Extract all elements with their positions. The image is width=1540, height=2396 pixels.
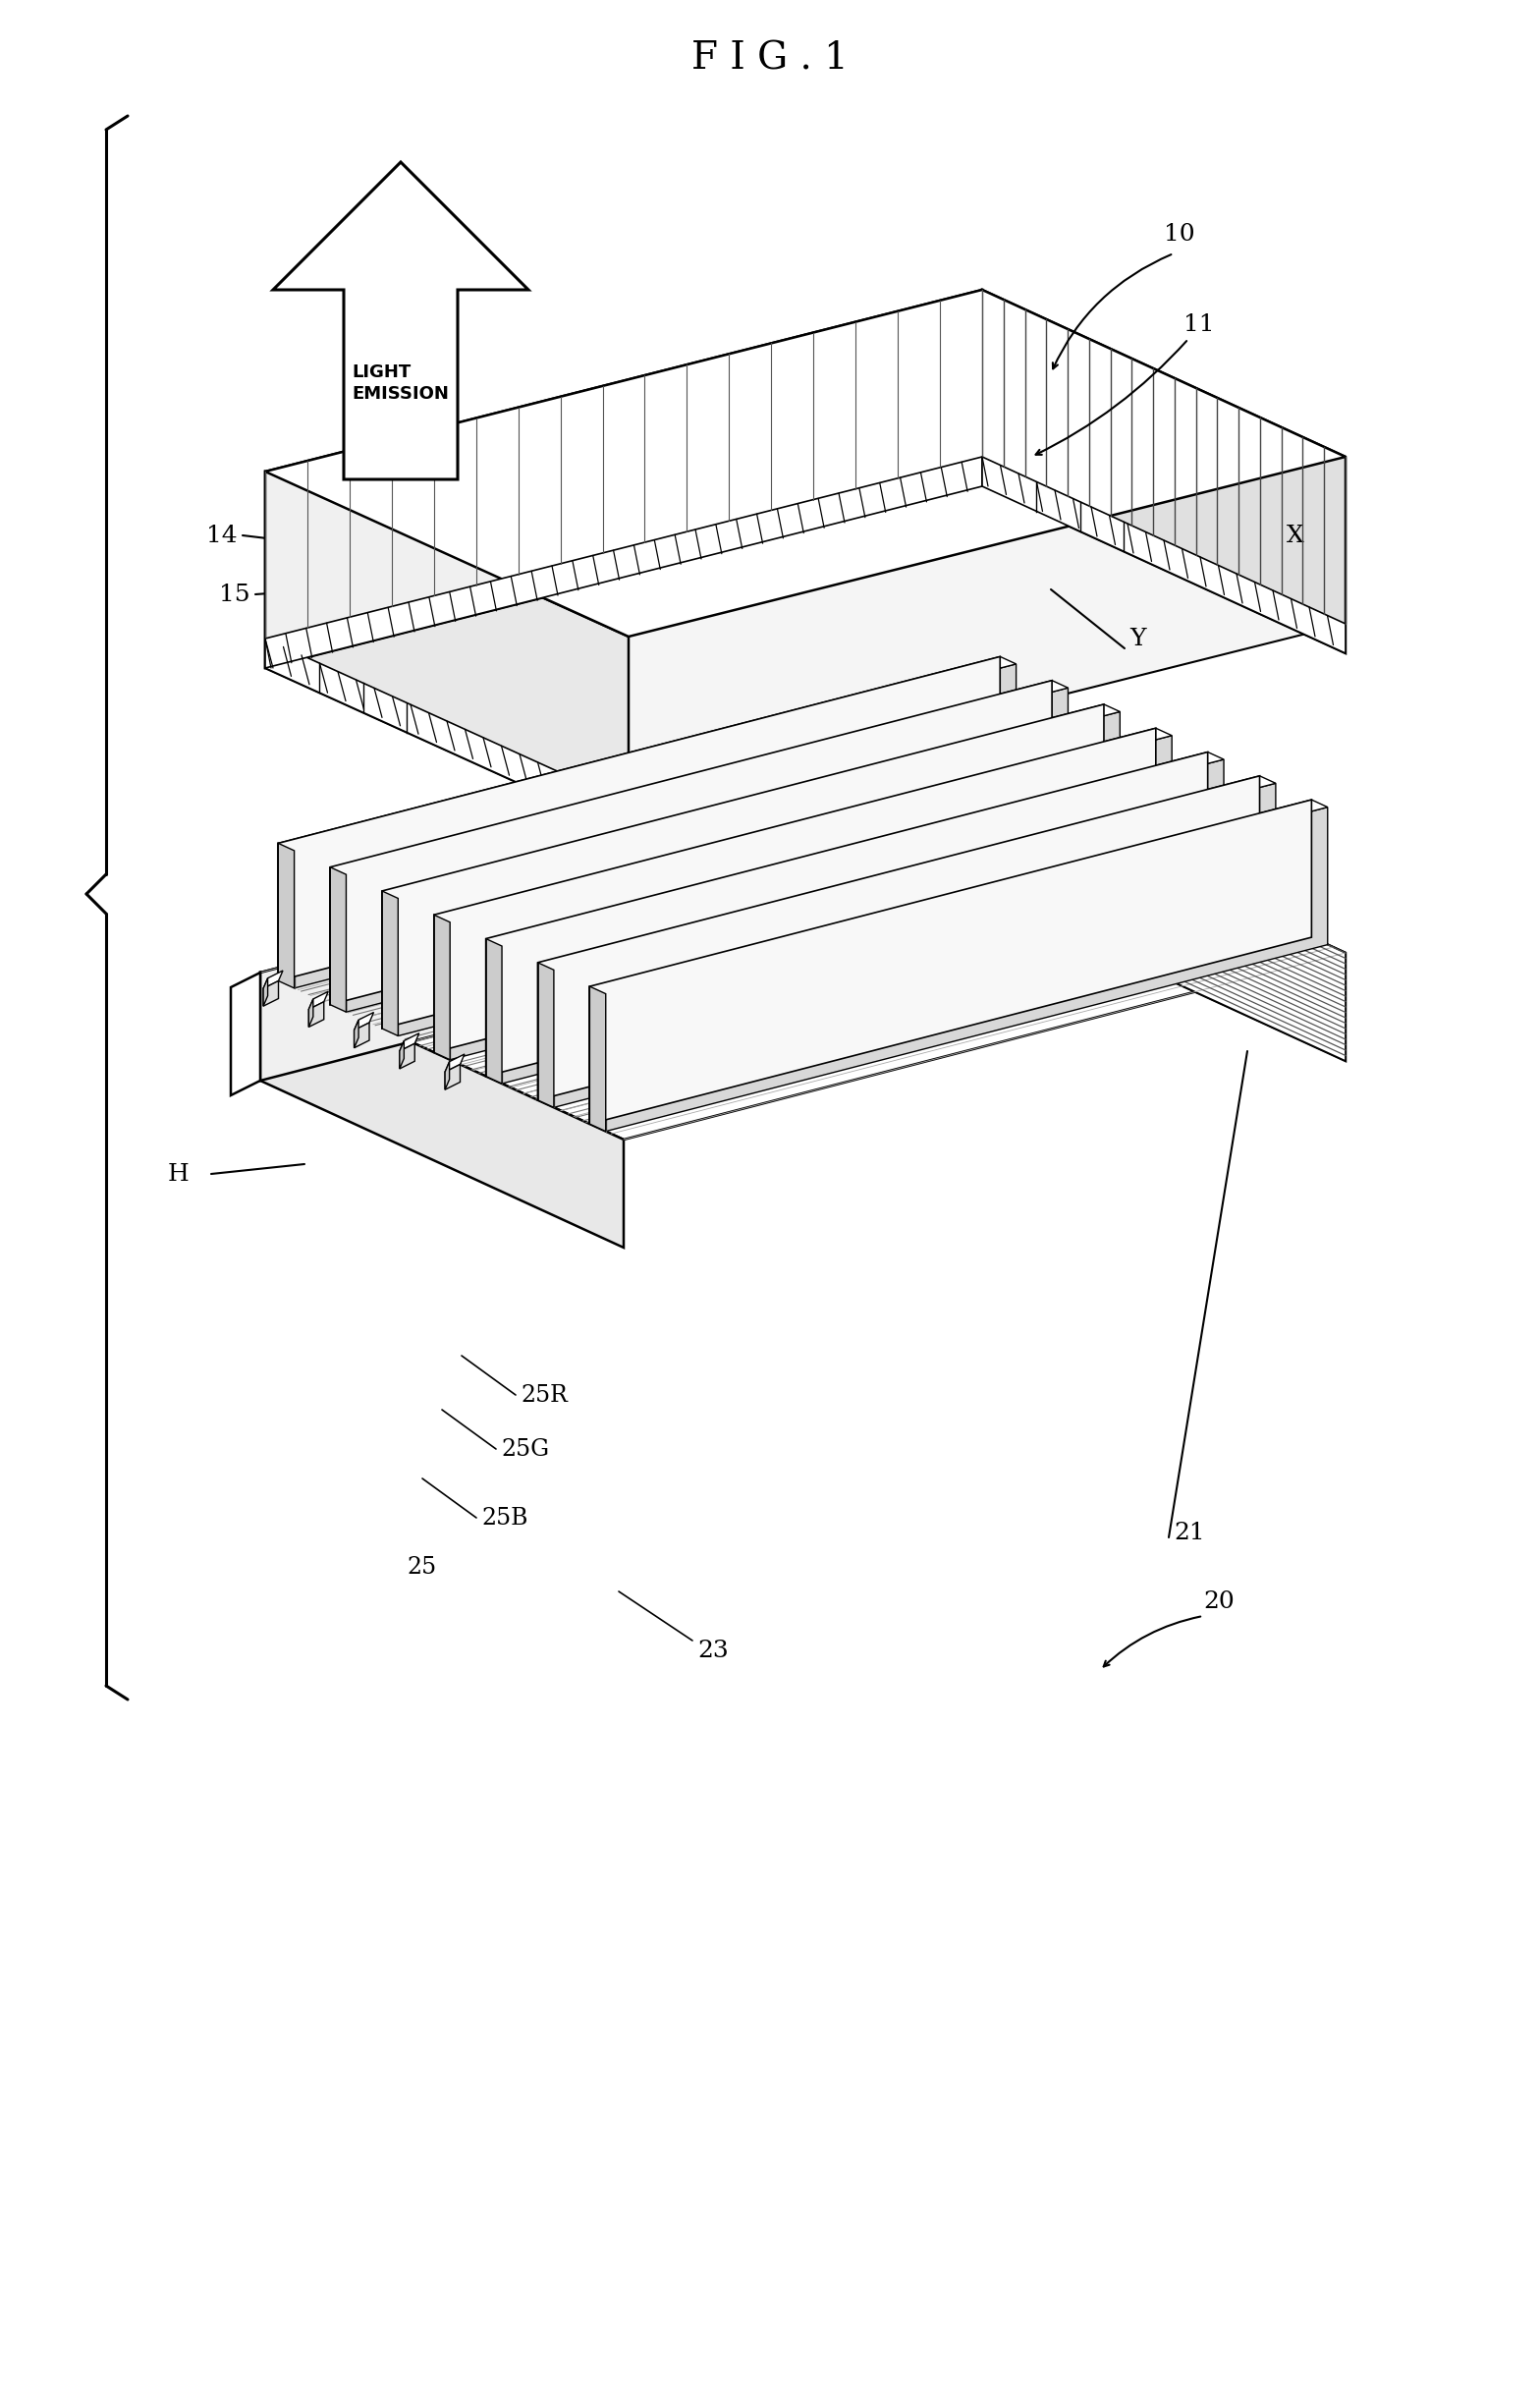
- Polygon shape: [983, 786, 1346, 1061]
- Text: 15: 15: [219, 582, 251, 606]
- Polygon shape: [445, 1054, 465, 1071]
- Polygon shape: [983, 290, 1346, 654]
- Polygon shape: [260, 973, 624, 1248]
- Polygon shape: [231, 973, 260, 1095]
- Polygon shape: [330, 680, 1052, 1004]
- Polygon shape: [445, 1061, 450, 1090]
- Polygon shape: [382, 891, 397, 1035]
- Polygon shape: [502, 760, 1224, 1083]
- Text: 25G: 25G: [500, 1438, 550, 1459]
- Polygon shape: [308, 1002, 323, 1028]
- Text: 14: 14: [206, 525, 237, 546]
- Text: Y: Y: [1129, 628, 1146, 649]
- Polygon shape: [265, 640, 628, 834]
- Polygon shape: [590, 800, 1327, 994]
- Text: 21: 21: [1173, 1521, 1204, 1543]
- Polygon shape: [265, 458, 983, 668]
- Polygon shape: [279, 843, 294, 987]
- Polygon shape: [399, 1033, 419, 1052]
- Polygon shape: [263, 970, 283, 990]
- Polygon shape: [354, 1021, 359, 1047]
- Polygon shape: [308, 992, 328, 1009]
- Polygon shape: [354, 1014, 374, 1030]
- Text: 25B: 25B: [480, 1507, 528, 1529]
- Polygon shape: [397, 712, 1120, 1035]
- Polygon shape: [263, 978, 268, 1006]
- Polygon shape: [485, 939, 502, 1083]
- Text: X: X: [1286, 525, 1304, 546]
- Polygon shape: [485, 752, 1224, 946]
- Polygon shape: [294, 664, 1016, 987]
- Polygon shape: [279, 657, 1016, 851]
- Polygon shape: [485, 752, 1207, 1076]
- Polygon shape: [330, 680, 1069, 875]
- Polygon shape: [330, 867, 346, 1011]
- Polygon shape: [983, 786, 1346, 1061]
- Polygon shape: [346, 688, 1069, 1011]
- Polygon shape: [265, 472, 628, 834]
- Text: 10: 10: [1164, 223, 1195, 244]
- Polygon shape: [434, 728, 1157, 1052]
- Polygon shape: [590, 800, 1312, 1124]
- Polygon shape: [450, 736, 1172, 1059]
- Text: 25R: 25R: [521, 1382, 568, 1406]
- Text: F I G . 1: F I G . 1: [691, 41, 849, 77]
- Polygon shape: [399, 1045, 414, 1069]
- Polygon shape: [382, 704, 1120, 898]
- Polygon shape: [537, 963, 554, 1107]
- Text: 11: 11: [1183, 314, 1215, 335]
- Polygon shape: [265, 458, 1346, 803]
- Polygon shape: [265, 290, 983, 668]
- Polygon shape: [273, 163, 528, 479]
- Polygon shape: [983, 458, 1346, 654]
- Polygon shape: [434, 728, 1172, 922]
- Polygon shape: [279, 657, 999, 980]
- Polygon shape: [590, 987, 605, 1131]
- Text: 25: 25: [408, 1555, 437, 1579]
- Polygon shape: [263, 980, 279, 1006]
- Polygon shape: [260, 786, 983, 1081]
- Text: 24: 24: [1277, 891, 1307, 915]
- Polygon shape: [445, 1064, 460, 1090]
- Polygon shape: [399, 1040, 403, 1069]
- Polygon shape: [308, 999, 313, 1028]
- Text: 23: 23: [698, 1639, 728, 1663]
- Polygon shape: [382, 704, 1104, 1028]
- Text: H: H: [168, 1162, 188, 1186]
- Polygon shape: [260, 786, 1346, 1140]
- Text: 20: 20: [1203, 1591, 1234, 1613]
- Polygon shape: [605, 807, 1327, 1131]
- Text: LIGHT
EMISSION: LIGHT EMISSION: [353, 364, 450, 403]
- Polygon shape: [554, 783, 1275, 1107]
- Polygon shape: [537, 776, 1260, 1100]
- Polygon shape: [354, 1023, 370, 1047]
- Polygon shape: [434, 915, 450, 1059]
- Polygon shape: [537, 776, 1275, 970]
- Polygon shape: [265, 290, 1346, 637]
